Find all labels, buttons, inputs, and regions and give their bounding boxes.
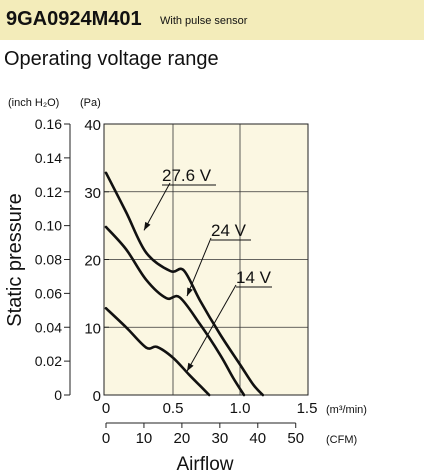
voltage-label: 24 V [211,221,247,240]
voltage-curve [104,171,265,397]
y-tick-label: 20 [84,253,101,270]
y-axis-title: Static pressure [4,193,26,326]
section-title: Operating voltage range [4,48,219,70]
x-tick-label: 1.5 [297,400,318,417]
y-tick-label: 0 [93,388,101,405]
model-number: 9GA0924M401 [6,8,142,30]
y-unit-label: (Pa) [80,97,101,109]
y2-tick-label: 0.06 [35,285,62,301]
voltage-leader-line [143,182,171,231]
voltage-arrowhead [144,221,151,231]
voltage-arrowhead [187,362,194,372]
y2-tick-label: 0.16 [35,116,62,132]
y2-tick-label: 0.10 [35,218,62,234]
x-tick-label: 0.5 [163,400,184,417]
y2-tick-label: 0.08 [35,252,62,268]
voltage-label: 27.6 V [162,166,212,185]
model-subtitle: With pulse sensor [160,15,248,27]
x2-tick-label: 40 [249,430,266,447]
y2-unit-label: (inch H₂O) [8,97,59,109]
voltage-curve [104,307,211,397]
x2-tick-label: 20 [174,430,191,447]
y-tick-label: 30 [84,185,101,202]
x-unit-label: (m³/min) [326,404,367,416]
model-header-band [0,0,424,40]
y2-tick-label: 0.04 [35,319,62,335]
voltage-curve [104,225,246,397]
x-tick-label: 0 [102,400,110,417]
x2-unit-label: (CFM) [326,434,357,446]
voltage-label: 14 V [236,268,272,287]
x-tick-label: 1.0 [230,400,251,417]
y2-tick-label: 0.14 [35,150,62,166]
x2-tick-label: 0 [102,430,110,447]
x-axis-title: Airflow [176,454,233,475]
x2-tick-label: 30 [211,430,228,447]
y2-tick-label: 0.02 [35,353,62,369]
voltage-leader-line [186,284,237,372]
x2-tick-label: 10 [136,430,153,447]
voltage-leader-line [186,237,212,297]
y2-tick-label: 0 [54,387,62,403]
y-tick-label: 40 [84,117,101,134]
voltage-arrowhead [187,287,193,297]
x2-tick-label: 50 [287,430,304,447]
y2-tick-label: 0.12 [35,184,62,200]
y-tick-label: 10 [84,320,101,337]
